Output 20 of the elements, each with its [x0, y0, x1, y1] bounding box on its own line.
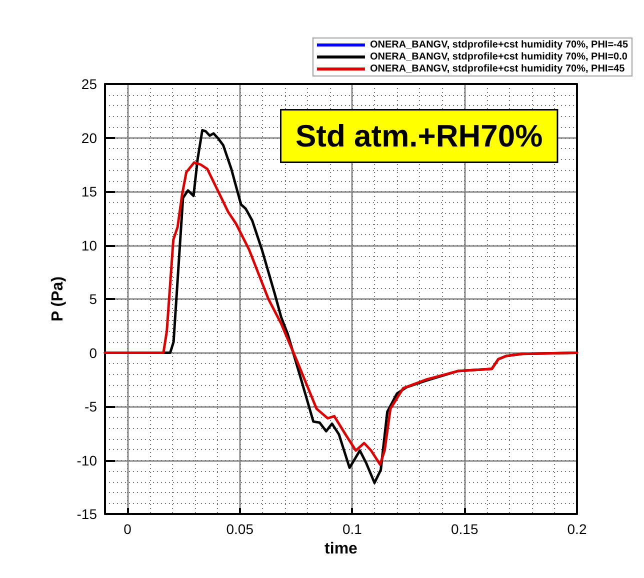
x-tick-label: 0 [124, 521, 132, 537]
legend-label: ONERA_BANGV, stdprofile+cst humidity 70%, PHI=-45 [370, 40, 628, 50]
y-tick-label: 25 [81, 76, 98, 92]
x-axis-title: time [324, 540, 358, 558]
x-tick-label: 0.05 [226, 521, 254, 537]
y-tick-label: 15 [81, 184, 98, 200]
y-tick-label: 10 [81, 237, 98, 254]
y-tick-label: 5 [89, 291, 98, 307]
y-axis-title: P (Pa) [49, 276, 66, 322]
x-tick-label: 0.2 [567, 521, 587, 537]
y-tick-label: 0 [89, 344, 98, 361]
y-tick-label: 20 [81, 130, 98, 146]
y-tick-label: -10 [76, 452, 98, 468]
legend-label: ONERA_BANGV, stdprofile+cst humidity 70%, PHI=45 [370, 64, 626, 74]
x-tick-label: 0.1 [342, 521, 362, 537]
y-tick-label: -5 [84, 398, 98, 414]
x-tick-label: 0.15 [450, 521, 478, 537]
legend-label: ONERA_BANGV, stdprofile+cst humidity 70%, PHI=0.0 [370, 52, 628, 62]
annotation: Std atm.+RH70% [296, 118, 543, 154]
y-tick-label: -15 [76, 506, 98, 522]
